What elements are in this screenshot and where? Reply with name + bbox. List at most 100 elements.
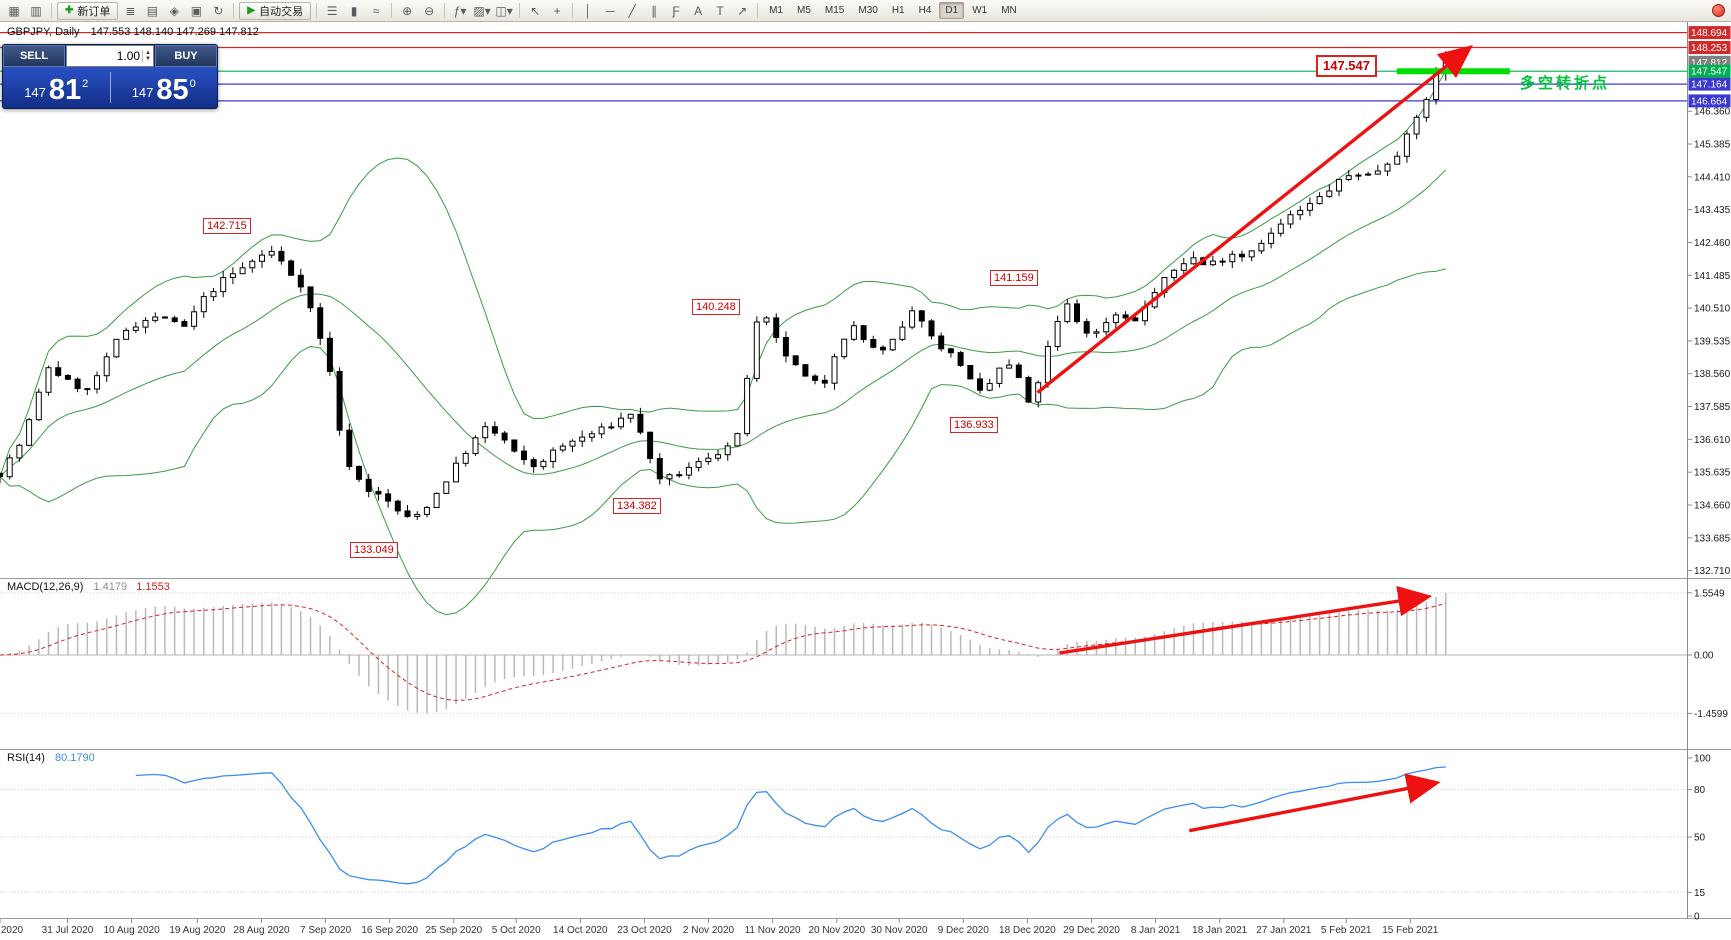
new-chart-icon[interactable]: ▦ [8,3,20,18]
candle-body [550,449,557,463]
line-chart-icon[interactable]: ≈ [372,3,380,18]
candle-body [880,346,886,351]
zoom-in-icon[interactable]: ⊕ [402,3,413,18]
text-icon[interactable]: A [694,3,703,18]
objects-list-icon[interactable]: ▨▾ [473,3,491,18]
candle-body [1355,174,1362,177]
candle-body [831,356,838,384]
buy-price-point: 0 [189,78,196,90]
timeframe-h1[interactable]: H1 [891,5,905,16]
trendline-icon[interactable]: ╱ [628,3,636,18]
candle-body [1239,253,1245,258]
data-window-icon[interactable]: ▤ [146,3,159,18]
date-label: 2 Jul 2020 [0,925,24,936]
timeframe-m30[interactable]: M30 [858,5,878,16]
candle-body [1384,163,1391,172]
bar-chart-icon[interactable]: ☰ [326,3,338,18]
timeframe-m15[interactable]: M15 [824,5,845,16]
candlestick-chart-icon[interactable]: ▮ [350,3,358,18]
candle-body [909,310,916,328]
date-label: 15 Feb 2021 [1382,925,1439,936]
price-tag-label: 147.164 [1691,80,1728,91]
macd-scale-label: -1.4599 [1694,709,1728,720]
navigator-icon[interactable]: ◈ [169,3,179,18]
sell-price-pips: 81 [48,74,82,106]
candle-body [841,338,848,358]
candle-body [1219,260,1226,263]
timeframe-m1[interactable]: M1 [769,5,783,16]
timeframe-w1[interactable]: W1 [972,5,988,16]
candle-body [792,355,799,366]
sell-button[interactable]: SELL [3,45,65,67]
terminal-icon[interactable]: ▣ [190,3,203,18]
zoom-out-icon[interactable]: ⊖ [424,3,435,18]
candle-body [1054,321,1061,347]
candle-body [986,383,993,391]
candle-body [647,431,654,460]
arrows-icon[interactable]: ↗ [737,3,748,18]
macd-trend-arrow[interactable] [1059,585,1433,655]
candle-body [1103,322,1110,333]
timeframe-d1[interactable]: D1 [939,2,965,19]
vertical-line-icon[interactable]: │ [584,3,592,18]
candle-body [142,319,149,328]
candle-body [1345,175,1352,180]
candle-body [1122,314,1129,319]
candle-body [521,450,527,461]
date-label: 10 Aug 2020 [104,925,161,936]
candle-body [210,291,217,298]
candle-body [1316,196,1323,205]
horizontal-line-icon[interactable]: ─ [605,3,615,18]
strategy-tester-icon[interactable]: ↻ [213,3,224,18]
price-tag-label: 147.812 [1691,58,1728,69]
candle-body [569,440,576,447]
fibonacci-icon[interactable]: Ƒ [672,3,680,18]
candle-body [1006,364,1013,369]
date-label: 19 Aug 2020 [169,925,226,936]
equidistant-channel-icon[interactable]: ∥ [651,3,658,18]
candle-body [1297,209,1304,216]
volume-stepper[interactable]: ▲ ▼ [142,50,153,62]
price-trend-arrow[interactable] [1036,44,1474,394]
templates-icon[interactable]: ◫▾ [495,3,513,18]
timeframe-m5[interactable]: M5 [797,5,811,16]
candle-body [1423,99,1430,118]
candle-body [1336,178,1342,192]
candle-body [705,457,712,463]
text-label-icon[interactable]: T [716,3,724,18]
chart-canvas[interactable]: 146.360 145.385 144.410 143.435 142.460 141.4… [0,22,1731,940]
timeframe-h4[interactable]: H4 [918,5,932,16]
crosshair-icon[interactable]: + [553,3,561,18]
rsi-trend-arrow[interactable] [1188,773,1441,833]
candle-body [1093,331,1100,334]
candle-body [356,465,362,480]
autotrading-button-label: 自动交易 [259,5,304,18]
price-tick-label: 138.560 [1694,369,1731,380]
macd-scale-label: 1.5549 [1694,588,1725,599]
candle-body [559,445,566,451]
candle-body [1112,314,1119,324]
date-label: 5 Feb 2021 [1321,925,1372,936]
date-label: 27 Jan 2021 [1256,925,1311,936]
market-watch-icon[interactable]: ≣ [125,3,136,18]
price-tick-label: 146.360 [1694,107,1731,118]
buy-button[interactable]: BUY [155,45,217,67]
timeframe-mn[interactable]: MN [1001,5,1017,16]
price-tick-label: 139.535 [1694,336,1731,347]
new-order-button[interactable]: ✚ 新订单 [57,1,119,20]
profiles-icon[interactable]: ▥ [30,3,42,18]
candle-body [715,454,721,459]
candle-body [375,490,382,495]
candle-body [1229,253,1236,263]
indicators-icon[interactable]: ƒ▾ [453,3,467,18]
candle-body [239,267,246,275]
date-label: 11 Nov 2020 [745,925,801,936]
volume-input[interactable] [67,49,143,63]
autotrading-button[interactable]: ▶ 自动交易 [239,1,312,20]
candle-body [1132,317,1139,322]
macd-signal-line [0,602,1446,701]
candle-body [685,466,692,476]
price-tick-label: 134.660 [1694,501,1731,512]
candle-body [579,436,586,442]
cursor-icon[interactable]: ↖ [530,3,541,18]
